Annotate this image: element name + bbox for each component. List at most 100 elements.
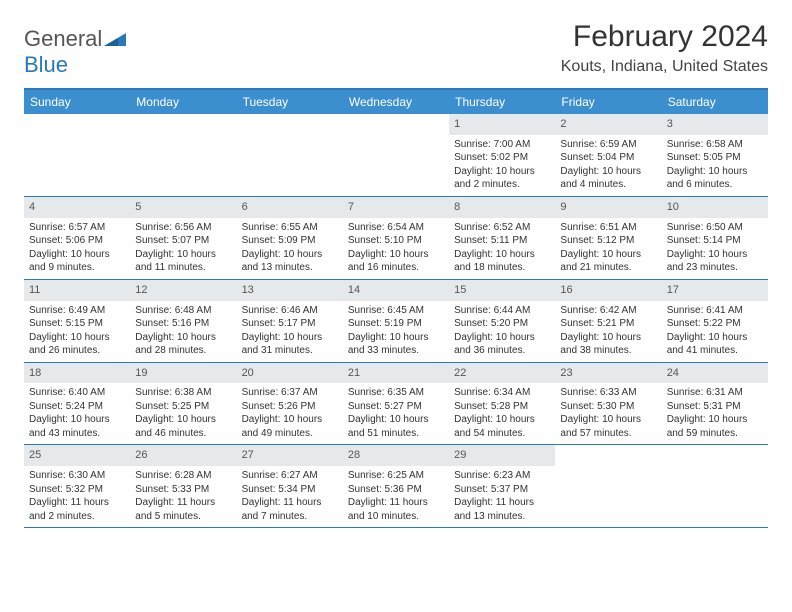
day-number: 4	[24, 197, 130, 218]
sunrise-text: Sunrise: 7:00 AM	[454, 138, 550, 152]
sunrise-text: Sunrise: 6:30 AM	[29, 469, 125, 483]
day-body: Sunrise: 6:25 AMSunset: 5:36 PMDaylight:…	[343, 466, 449, 527]
day-body: Sunrise: 6:27 AMSunset: 5:34 PMDaylight:…	[237, 466, 343, 527]
logo: GeneralBlue	[24, 20, 126, 78]
daylight-text: Daylight: 10 hours and 4 minutes.	[560, 165, 656, 192]
day-cell: 1Sunrise: 7:00 AMSunset: 5:02 PMDaylight…	[449, 114, 555, 196]
sunset-text: Sunset: 5:12 PM	[560, 234, 656, 248]
sunset-text: Sunset: 5:22 PM	[667, 317, 763, 331]
daylight-text: Daylight: 10 hours and 41 minutes.	[667, 331, 763, 358]
day-cell: 2Sunrise: 6:59 AMSunset: 5:04 PMDaylight…	[555, 114, 661, 196]
week-row: 18Sunrise: 6:40 AMSunset: 5:24 PMDayligh…	[24, 363, 768, 446]
daylight-text: Daylight: 10 hours and 57 minutes.	[560, 413, 656, 440]
sunrise-text: Sunrise: 6:45 AM	[348, 304, 444, 318]
sunset-text: Sunset: 5:16 PM	[135, 317, 231, 331]
sunset-text: Sunset: 5:37 PM	[454, 483, 550, 497]
day-cell	[555, 445, 661, 527]
day-number: 5	[130, 197, 236, 218]
day-cell: 6Sunrise: 6:55 AMSunset: 5:09 PMDaylight…	[237, 197, 343, 279]
title-block: February 2024 Kouts, Indiana, United Sta…	[561, 20, 768, 76]
day-body: Sunrise: 6:46 AMSunset: 5:17 PMDaylight:…	[237, 301, 343, 362]
day-cell: 26Sunrise: 6:28 AMSunset: 5:33 PMDayligh…	[130, 445, 236, 527]
day-number: 6	[237, 197, 343, 218]
sunrise-text: Sunrise: 6:31 AM	[667, 386, 763, 400]
sunset-text: Sunset: 5:30 PM	[560, 400, 656, 414]
day-cell: 4Sunrise: 6:57 AMSunset: 5:06 PMDaylight…	[24, 197, 130, 279]
sunset-text: Sunset: 5:19 PM	[348, 317, 444, 331]
daylight-text: Daylight: 10 hours and 23 minutes.	[667, 248, 763, 275]
day-number: 28	[343, 445, 449, 466]
sunrise-text: Sunrise: 6:52 AM	[454, 221, 550, 235]
daylight-text: Daylight: 10 hours and 6 minutes.	[667, 165, 763, 192]
sunset-text: Sunset: 5:31 PM	[667, 400, 763, 414]
day-cell: 7Sunrise: 6:54 AMSunset: 5:10 PMDaylight…	[343, 197, 449, 279]
day-number: 12	[130, 280, 236, 301]
day-number: 21	[343, 363, 449, 384]
week-row: 1Sunrise: 7:00 AMSunset: 5:02 PMDaylight…	[24, 114, 768, 197]
sunrise-text: Sunrise: 6:56 AM	[135, 221, 231, 235]
day-cell: 5Sunrise: 6:56 AMSunset: 5:07 PMDaylight…	[130, 197, 236, 279]
sunset-text: Sunset: 5:10 PM	[348, 234, 444, 248]
day-body: Sunrise: 6:54 AMSunset: 5:10 PMDaylight:…	[343, 218, 449, 279]
day-header: Friday	[555, 90, 661, 114]
day-body: Sunrise: 6:58 AMSunset: 5:05 PMDaylight:…	[662, 135, 768, 196]
day-number	[237, 114, 343, 120]
day-number: 23	[555, 363, 661, 384]
daylight-text: Daylight: 10 hours and 26 minutes.	[29, 331, 125, 358]
day-number: 11	[24, 280, 130, 301]
day-cell: 22Sunrise: 6:34 AMSunset: 5:28 PMDayligh…	[449, 363, 555, 445]
header: GeneralBlue February 2024 Kouts, Indiana…	[24, 20, 768, 78]
sunrise-text: Sunrise: 6:57 AM	[29, 221, 125, 235]
day-body: Sunrise: 6:49 AMSunset: 5:15 PMDaylight:…	[24, 301, 130, 362]
day-cell: 10Sunrise: 6:50 AMSunset: 5:14 PMDayligh…	[662, 197, 768, 279]
sunrise-text: Sunrise: 6:37 AM	[242, 386, 338, 400]
sunset-text: Sunset: 5:34 PM	[242, 483, 338, 497]
day-body: Sunrise: 6:38 AMSunset: 5:25 PMDaylight:…	[130, 383, 236, 444]
day-body: Sunrise: 6:28 AMSunset: 5:33 PMDaylight:…	[130, 466, 236, 527]
day-body: Sunrise: 6:55 AMSunset: 5:09 PMDaylight:…	[237, 218, 343, 279]
sunrise-text: Sunrise: 6:23 AM	[454, 469, 550, 483]
sunrise-text: Sunrise: 6:48 AM	[135, 304, 231, 318]
daylight-text: Daylight: 10 hours and 28 minutes.	[135, 331, 231, 358]
daylight-text: Daylight: 10 hours and 33 minutes.	[348, 331, 444, 358]
day-header: Monday	[130, 90, 236, 114]
day-cell: 16Sunrise: 6:42 AMSunset: 5:21 PMDayligh…	[555, 280, 661, 362]
day-cell: 24Sunrise: 6:31 AMSunset: 5:31 PMDayligh…	[662, 363, 768, 445]
daylight-text: Daylight: 10 hours and 18 minutes.	[454, 248, 550, 275]
day-cell: 25Sunrise: 6:30 AMSunset: 5:32 PMDayligh…	[24, 445, 130, 527]
daylight-text: Daylight: 10 hours and 36 minutes.	[454, 331, 550, 358]
sunrise-text: Sunrise: 6:25 AM	[348, 469, 444, 483]
daylight-text: Daylight: 10 hours and 49 minutes.	[242, 413, 338, 440]
month-title: February 2024	[561, 20, 768, 54]
daylight-text: Daylight: 10 hours and 46 minutes.	[135, 413, 231, 440]
sunset-text: Sunset: 5:20 PM	[454, 317, 550, 331]
day-body: Sunrise: 6:45 AMSunset: 5:19 PMDaylight:…	[343, 301, 449, 362]
day-number: 19	[130, 363, 236, 384]
day-number: 15	[449, 280, 555, 301]
day-body: Sunrise: 6:52 AMSunset: 5:11 PMDaylight:…	[449, 218, 555, 279]
daylight-text: Daylight: 10 hours and 38 minutes.	[560, 331, 656, 358]
day-cell: 29Sunrise: 6:23 AMSunset: 5:37 PMDayligh…	[449, 445, 555, 527]
sunset-text: Sunset: 5:14 PM	[667, 234, 763, 248]
sunset-text: Sunset: 5:27 PM	[348, 400, 444, 414]
daylight-text: Daylight: 10 hours and 11 minutes.	[135, 248, 231, 275]
daylight-text: Daylight: 10 hours and 59 minutes.	[667, 413, 763, 440]
sunrise-text: Sunrise: 6:44 AM	[454, 304, 550, 318]
day-header-row: SundayMondayTuesdayWednesdayThursdayFrid…	[24, 90, 768, 114]
day-body: Sunrise: 6:44 AMSunset: 5:20 PMDaylight:…	[449, 301, 555, 362]
day-number: 26	[130, 445, 236, 466]
sunrise-text: Sunrise: 6:33 AM	[560, 386, 656, 400]
day-cell: 14Sunrise: 6:45 AMSunset: 5:19 PMDayligh…	[343, 280, 449, 362]
day-number: 18	[24, 363, 130, 384]
day-header: Wednesday	[343, 90, 449, 114]
sunrise-text: Sunrise: 6:27 AM	[242, 469, 338, 483]
day-body: Sunrise: 6:37 AMSunset: 5:26 PMDaylight:…	[237, 383, 343, 444]
day-number: 7	[343, 197, 449, 218]
daylight-text: Daylight: 10 hours and 51 minutes.	[348, 413, 444, 440]
day-body: Sunrise: 6:56 AMSunset: 5:07 PMDaylight:…	[130, 218, 236, 279]
calendar-page: GeneralBlue February 2024 Kouts, Indiana…	[0, 0, 792, 548]
day-body: Sunrise: 6:31 AMSunset: 5:31 PMDaylight:…	[662, 383, 768, 444]
logo-triangle-icon	[104, 26, 126, 52]
sunrise-text: Sunrise: 6:55 AM	[242, 221, 338, 235]
day-cell: 20Sunrise: 6:37 AMSunset: 5:26 PMDayligh…	[237, 363, 343, 445]
